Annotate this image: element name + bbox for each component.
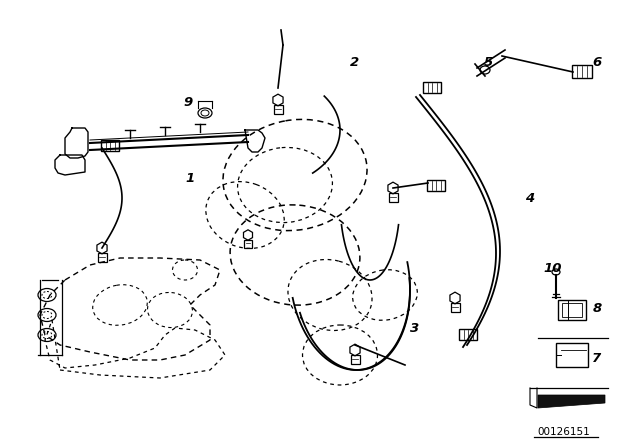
Bar xyxy=(556,343,588,367)
Bar xyxy=(244,240,252,248)
Bar xyxy=(101,141,119,151)
Text: 4: 4 xyxy=(525,191,534,204)
Text: 9: 9 xyxy=(184,96,193,109)
Bar xyxy=(562,303,582,317)
Bar xyxy=(459,329,477,340)
Text: 10: 10 xyxy=(544,262,563,275)
Text: 00126151: 00126151 xyxy=(538,427,590,437)
Bar xyxy=(427,181,445,191)
Text: 8: 8 xyxy=(593,302,602,314)
Bar xyxy=(451,303,460,312)
Bar xyxy=(273,105,282,114)
Text: 1: 1 xyxy=(186,172,195,185)
Bar xyxy=(558,300,586,320)
Bar xyxy=(423,82,441,94)
Text: 5: 5 xyxy=(483,56,493,69)
Bar xyxy=(388,194,397,202)
Bar xyxy=(97,254,106,263)
Text: 6: 6 xyxy=(593,56,602,69)
Bar xyxy=(351,355,360,364)
Bar xyxy=(572,65,592,78)
Text: 3: 3 xyxy=(410,322,420,335)
Text: 7: 7 xyxy=(593,352,602,365)
Text: 2: 2 xyxy=(350,56,360,69)
Polygon shape xyxy=(538,395,605,408)
